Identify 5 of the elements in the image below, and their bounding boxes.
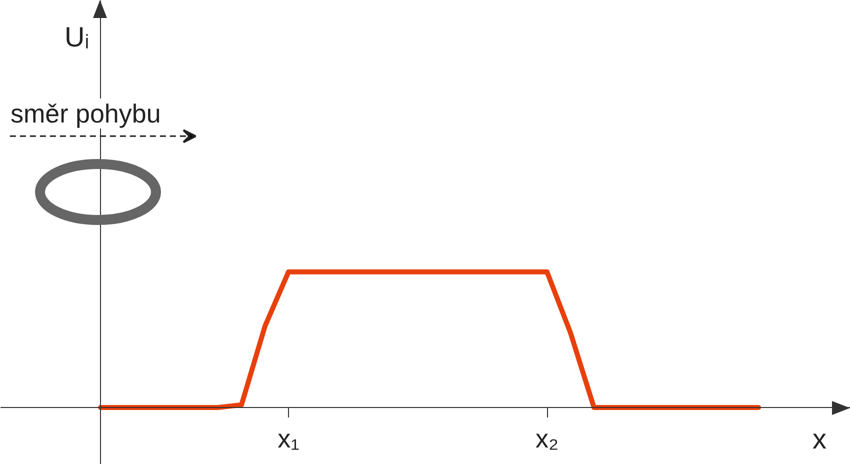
x-axis-title: x (812, 424, 826, 454)
text: směr pohybu (10, 98, 161, 128)
text: Uᵢ (64, 22, 90, 52)
x-tick-label: x₂ (535, 424, 559, 454)
x-tick-label: x₁ (278, 424, 300, 454)
